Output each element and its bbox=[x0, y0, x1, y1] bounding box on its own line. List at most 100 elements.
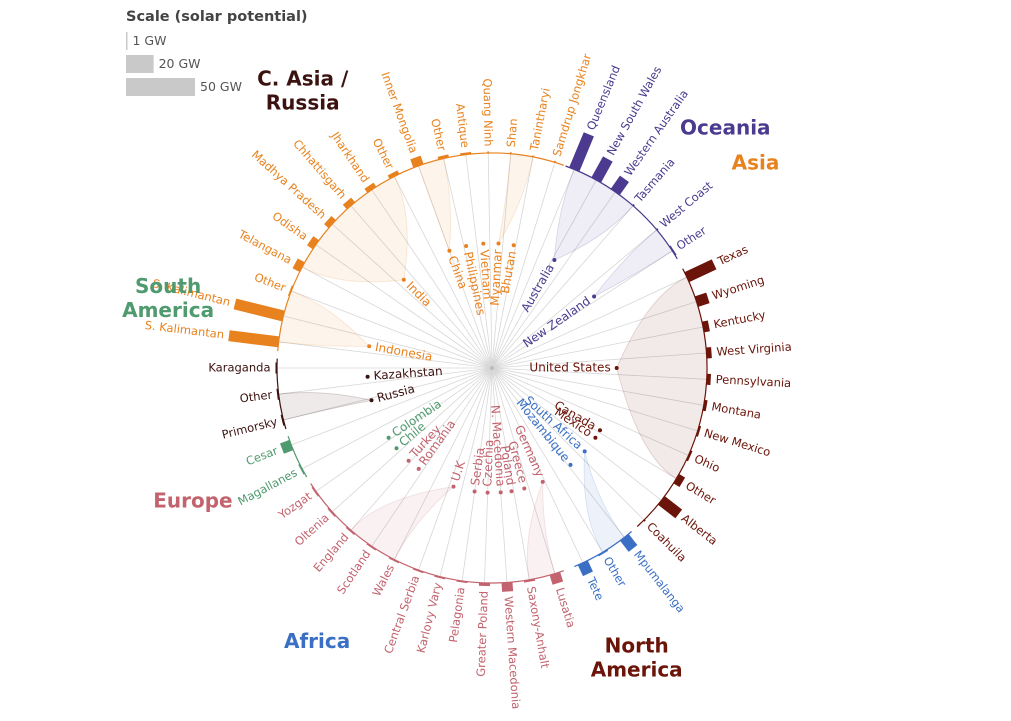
leaf-label-antique: Antique bbox=[453, 103, 472, 149]
leaf-label-greater-poland: Greater Poland bbox=[474, 591, 491, 677]
region-label-south-america: South America bbox=[122, 274, 214, 322]
country-node-kazakhstan bbox=[365, 374, 370, 379]
fan-u-k bbox=[350, 486, 455, 561]
bar-magallanes bbox=[298, 464, 305, 475]
spoke-other bbox=[491, 250, 673, 369]
leaf-label-saxony-anhalt: Saxony-Anhalt bbox=[524, 585, 552, 669]
scale-label-50-gw: 50 GW bbox=[200, 79, 242, 94]
spoke-other bbox=[291, 290, 493, 369]
country-node-canada bbox=[598, 428, 602, 433]
bar-ohio bbox=[686, 450, 693, 462]
fan-russia bbox=[278, 392, 372, 421]
bar-s-kalimantan bbox=[228, 330, 280, 348]
bar-wales bbox=[388, 557, 400, 564]
bar-saxony-anhalt bbox=[523, 578, 536, 583]
spoke-montana bbox=[491, 367, 704, 406]
bar-wyoming bbox=[694, 292, 710, 307]
country-label-poland: Poland bbox=[498, 445, 518, 487]
spoke-other bbox=[491, 367, 677, 480]
spoke-odisha bbox=[315, 244, 493, 369]
leaf-label-montana: Montana bbox=[710, 399, 762, 421]
leaf-label-other: Other bbox=[683, 478, 718, 507]
leaf-label-quang-ninh: Quang Ninh bbox=[480, 78, 495, 146]
leaf-label-england: England bbox=[310, 530, 351, 574]
spoke-primorsky bbox=[283, 367, 493, 421]
bar-oltenia bbox=[327, 507, 336, 517]
country-label-serbia: Serbia bbox=[468, 447, 487, 487]
country-node-new-zealand bbox=[592, 294, 597, 299]
spoke-inner-mongolia bbox=[418, 165, 493, 369]
bar-cesar bbox=[279, 439, 294, 454]
leaf-label-western-macedonia: Western Macedonia bbox=[502, 596, 524, 710]
leaf-label-tete: Tete bbox=[584, 574, 607, 602]
bar-samdrup-jongkhar bbox=[553, 160, 557, 163]
country-label-united-states: United States bbox=[529, 361, 610, 375]
country-node-russia bbox=[369, 398, 374, 403]
leaf-label-west-coast: West Coast bbox=[657, 178, 716, 231]
bar-lusatia bbox=[549, 571, 564, 585]
bar-jharkhand bbox=[364, 182, 377, 193]
fan-china bbox=[417, 158, 451, 251]
bar-telangana bbox=[292, 258, 305, 272]
spoke-ohio bbox=[491, 367, 689, 456]
bar-mpumalanga bbox=[620, 534, 638, 552]
bar-new-south-wales bbox=[591, 156, 613, 183]
country-node-u-k bbox=[451, 484, 456, 489]
spoke-pelagonia bbox=[461, 367, 493, 581]
region-label-asia: Asia bbox=[732, 150, 780, 174]
spoke-tete bbox=[491, 367, 584, 564]
spoke-lusatia bbox=[491, 367, 556, 574]
fan-new-zealand bbox=[593, 229, 673, 297]
bar-yozgat bbox=[311, 486, 320, 497]
fan-india bbox=[301, 175, 408, 283]
bar-tasmania bbox=[632, 203, 635, 207]
bar-other bbox=[437, 154, 449, 160]
bar-other bbox=[673, 473, 686, 488]
leaf-label-primorsky: Primorsky bbox=[220, 414, 279, 441]
bar-west-virginia bbox=[706, 347, 712, 359]
region-label-c-asia-russia: C. Asia / Russia bbox=[257, 67, 349, 115]
spoke-cesar bbox=[291, 367, 493, 446]
country-node-china bbox=[447, 248, 452, 253]
ring-africa bbox=[574, 531, 632, 568]
bar-queensland bbox=[569, 132, 594, 172]
bar-other bbox=[276, 388, 280, 400]
bar-s-kalimantan bbox=[233, 298, 285, 322]
bar-shan bbox=[509, 152, 512, 154]
leaf-label-karlovy-vary: Karlovy Vary bbox=[414, 581, 445, 655]
spoke-new-mexico bbox=[491, 367, 698, 432]
spoke-telangana bbox=[302, 266, 493, 369]
country-node-germany bbox=[540, 479, 545, 484]
spoke-wales bbox=[394, 367, 493, 560]
leaf-label-other: Other bbox=[370, 136, 397, 172]
bar-other bbox=[597, 549, 609, 557]
scale-bar-50-gw bbox=[126, 78, 195, 96]
spoke-antique bbox=[465, 154, 493, 369]
bar-montana bbox=[702, 399, 708, 412]
country-node-n-macedonia bbox=[498, 490, 503, 495]
bar-pennsylvania bbox=[706, 373, 711, 386]
leaf-label-pennsylvania: Pennsylvania bbox=[715, 372, 791, 390]
leaf-label-other: Other bbox=[428, 117, 449, 152]
spoke-oltenia bbox=[331, 367, 493, 513]
leaf-label-ohio: Ohio bbox=[692, 451, 722, 475]
country-node-chile bbox=[394, 446, 399, 451]
spoke-mpumalanga bbox=[491, 367, 625, 538]
spoke-tanintharyi bbox=[491, 156, 534, 369]
ring-oceania bbox=[565, 165, 678, 260]
spoke-west-virginia bbox=[491, 352, 707, 369]
country-node-united-states bbox=[614, 366, 619, 370]
bars-layer bbox=[228, 132, 717, 592]
spoke-saxony-anhalt bbox=[491, 367, 530, 580]
leaf-label-west-virginia: West Virginia bbox=[716, 340, 792, 359]
spoke-western-australia bbox=[491, 191, 616, 369]
spoke-new-south-wales bbox=[491, 179, 597, 369]
bar-inner-mongolia bbox=[410, 155, 424, 168]
bar-greater-poland bbox=[478, 582, 490, 587]
scale-label-1-gw: 1 GW bbox=[133, 33, 167, 48]
spoke-karlovy-vary bbox=[439, 367, 493, 577]
leaf-label-odisha: Odisha bbox=[270, 209, 311, 243]
leaf-label-shan: Shan bbox=[504, 118, 520, 148]
country-node-australia bbox=[552, 258, 557, 262]
